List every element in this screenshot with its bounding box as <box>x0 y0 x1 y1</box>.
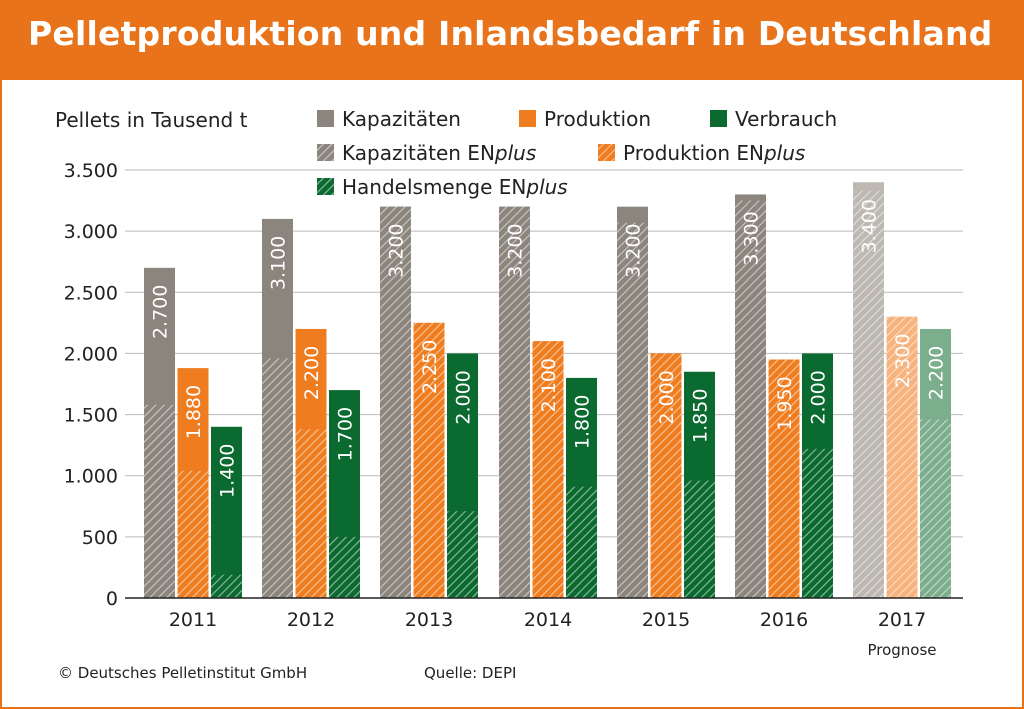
bar-enplus-0-2015 <box>617 222 648 598</box>
legend-label: Produktion <box>544 107 651 131</box>
bar-enplus-0-2012 <box>262 358 293 598</box>
y-tick-label: 3.000 <box>64 221 118 243</box>
chart-title: Pelletproduktion und Inlandsbedarf in De… <box>28 14 993 53</box>
legend-swatch <box>598 144 615 161</box>
legend-label: Kapazitäten ENplus <box>342 141 536 165</box>
legend-swatch <box>710 110 727 127</box>
data-label: 2.300 <box>892 334 914 388</box>
x-tick-label: 2017 <box>878 609 926 631</box>
data-label: 3.100 <box>268 236 290 290</box>
legend-label: Verbrauch <box>735 107 837 131</box>
data-label: 1.400 <box>217 444 239 498</box>
bar-enplus-2-2015 <box>684 480 715 598</box>
bar-enplus-0-2011 <box>144 404 175 598</box>
data-label: 3.200 <box>386 223 408 277</box>
y-tick-label: 3.500 <box>64 160 118 182</box>
bar-enplus-2-2013 <box>447 511 478 598</box>
x-tick-label: 2015 <box>642 609 690 631</box>
bar-enplus-1-2011 <box>177 470 209 598</box>
data-label: 3.200 <box>623 223 645 277</box>
bar-enplus-2-2011 <box>211 574 242 598</box>
header-bar: Pelletproduktion und Inlandsbedarf in De… <box>0 0 1024 80</box>
bar-layer: 2.700 3.100 3.200 3.200 3.200 3.300 3.400 1.880… <box>144 182 951 599</box>
data-label: 1.950 <box>774 376 796 430</box>
data-label: 3.400 <box>859 199 881 253</box>
prognose-note: Prognose <box>867 641 936 659</box>
bar-enplus-0-2014 <box>499 206 530 598</box>
bar-enplus-2-2012 <box>329 536 360 598</box>
data-label: 1.700 <box>335 407 357 461</box>
x-tick-label: 2014 <box>524 609 572 631</box>
y-tick-label: 0 <box>106 588 118 610</box>
bar-enplus-1-2015 <box>650 353 682 598</box>
y-tick-label: 500 <box>82 527 118 549</box>
legend-swatch <box>317 110 334 127</box>
data-label: 1.880 <box>183 385 205 439</box>
y-tick-label: 1.000 <box>64 466 118 488</box>
bar-enplus-0-2013 <box>380 206 411 598</box>
bar-enplus-2-2017 <box>920 419 951 598</box>
legend-swatch <box>519 110 536 127</box>
bar-enplus-0-2017 <box>853 190 884 598</box>
x-tick-label: 2016 <box>760 609 808 631</box>
data-label: 2.000 <box>656 370 678 424</box>
bar-enplus-2-2014 <box>566 486 597 598</box>
data-label: 2.700 <box>150 285 172 339</box>
bar-enplus-0-2016 <box>735 200 766 599</box>
copyright-text: © Deutsches Pelletinstitut GmbH <box>58 664 308 682</box>
y-axis-label: Pellets in Tausend t <box>55 108 248 132</box>
data-label: 2.000 <box>808 370 830 424</box>
data-label: 2.200 <box>926 346 948 400</box>
bar-enplus-1-2013 <box>413 322 445 598</box>
legend-label: Handelsmenge ENplus <box>342 175 568 199</box>
legend-swatch <box>317 144 334 161</box>
data-label: 1.850 <box>690 389 712 443</box>
x-tick-label: 2011 <box>169 609 217 631</box>
legend-label: Kapazitäten <box>342 107 461 131</box>
data-label: 2.100 <box>538 358 560 412</box>
bar-enplus-1-2016 <box>768 359 800 598</box>
bar-enplus-1-2012 <box>295 429 327 598</box>
data-label: 3.200 <box>505 223 527 277</box>
bar-enplus-1-2017 <box>886 316 918 598</box>
data-label: 2.200 <box>301 346 323 400</box>
y-tick-label: 1.500 <box>64 405 118 427</box>
source-text: Quelle: DEPI <box>424 664 517 682</box>
bar-2-2011 <box>211 426 242 598</box>
bar-enplus-1-2014 <box>532 341 564 598</box>
legend: Kapazitäten Produktion Verbrauch Kapazitäte… <box>317 107 837 199</box>
data-label: 3.300 <box>741 211 763 265</box>
legend-label: Produktion ENplus <box>623 141 805 165</box>
data-label: 2.000 <box>453 370 475 424</box>
legend-swatch <box>317 178 334 195</box>
y-tick-label: 2.500 <box>64 282 118 304</box>
y-tick-label: 2.000 <box>64 343 118 365</box>
bar-enplus-2-2016 <box>802 448 833 598</box>
x-tick-label: 2013 <box>405 609 453 631</box>
axis-layer: 0 500 1.000 1.500 2.000 2.500 3.000 3.500 Pellet… <box>55 108 963 659</box>
x-tick-label: 2012 <box>287 609 335 631</box>
data-label: 1.800 <box>572 395 594 449</box>
data-label: 2.250 <box>419 340 441 394</box>
